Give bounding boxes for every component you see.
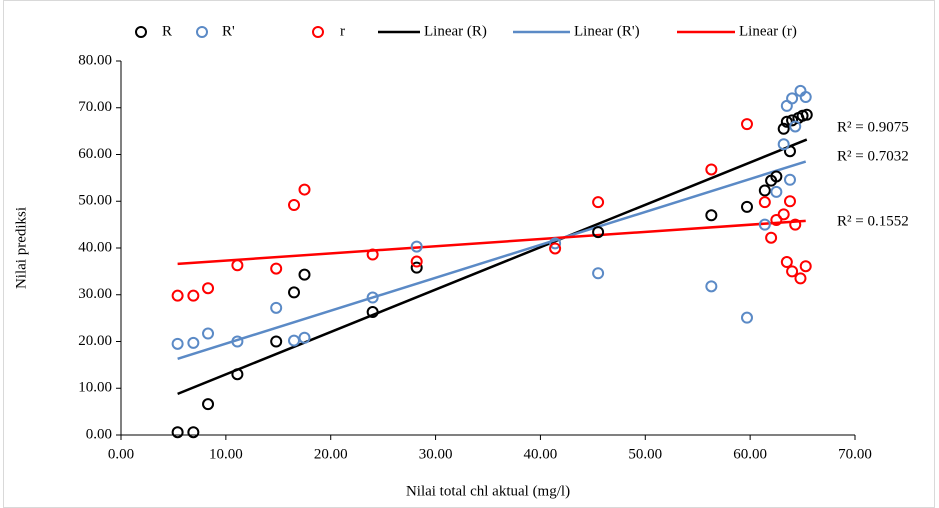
y-tick-label: 20.00: [78, 333, 112, 349]
point: [794, 272, 807, 285]
legend-marker: [312, 26, 324, 38]
point: [705, 163, 718, 176]
point: [298, 331, 311, 344]
x-tick-label: 20.00: [314, 446, 348, 462]
point: [777, 138, 790, 151]
point: [410, 261, 423, 274]
point: [592, 196, 605, 209]
point: [298, 183, 311, 196]
point: [270, 262, 283, 275]
legend-marker: [196, 26, 208, 38]
point: [270, 335, 283, 348]
y-tick-label: 0.00: [86, 426, 112, 442]
point: [758, 196, 771, 209]
legend-label: r: [340, 23, 345, 39]
point: [786, 92, 799, 105]
point: [366, 248, 379, 261]
x-tick-label: 50.00: [628, 446, 662, 462]
point: [740, 311, 753, 324]
point: [288, 198, 301, 211]
legend-label: Linear (r): [739, 23, 797, 39]
x-tick-label: 10.00: [209, 446, 243, 462]
point: [789, 120, 802, 133]
point: [758, 184, 771, 197]
point: [758, 218, 771, 231]
x-tick-label: 0.00: [108, 446, 134, 462]
point: [770, 170, 783, 183]
chart-border: [3, 0, 935, 508]
x-tick-label: 70.00: [838, 446, 872, 462]
point: [799, 260, 812, 273]
y-tick-label: 80.00: [78, 52, 112, 68]
point: [298, 268, 311, 281]
point: [202, 282, 215, 295]
point: [410, 240, 423, 253]
point: [765, 231, 778, 244]
point: [770, 185, 783, 198]
y-tick-label: 60.00: [78, 146, 112, 162]
y-tick-label: 10.00: [78, 380, 112, 396]
point: [780, 256, 793, 269]
legend-label: Linear (R): [424, 23, 487, 39]
point: [592, 226, 605, 239]
point: [270, 301, 283, 314]
x-tick-label: 40.00: [524, 446, 558, 462]
point: [549, 242, 562, 255]
point: [288, 286, 301, 299]
r-squared-label: R² = 0.1552: [837, 213, 909, 229]
y-tick-label: 70.00: [78, 99, 112, 115]
trendline: [177, 138, 808, 396]
point: [202, 398, 215, 411]
legend-label: R: [162, 23, 172, 39]
point: [777, 122, 790, 135]
point: [777, 208, 790, 221]
point: [783, 145, 796, 158]
r-squared-label: R² = 0.7032: [837, 148, 909, 164]
point: [783, 195, 796, 208]
x-axis-title: Nilai total chl aktual (mg/l): [406, 483, 570, 499]
point: [171, 426, 184, 439]
point: [171, 337, 184, 350]
point: [800, 108, 813, 121]
y-tick-label: 40.00: [78, 239, 112, 255]
y-axis-title: Nilai prediksi: [13, 207, 29, 289]
legend-label: Linear (R'): [574, 23, 640, 39]
point: [187, 336, 200, 349]
point: [740, 200, 753, 213]
point: [705, 209, 718, 222]
point: [592, 267, 605, 280]
point: [187, 289, 200, 302]
point: [288, 334, 301, 347]
point: [705, 280, 718, 293]
point: [202, 327, 215, 340]
x-tick-label: 30.00: [419, 446, 453, 462]
point: [366, 306, 379, 319]
point: [410, 255, 423, 268]
y-tick-label: 30.00: [78, 286, 112, 302]
point: [549, 237, 562, 250]
point: [366, 291, 379, 304]
legend-label: R': [222, 23, 235, 39]
y-tick-label: 50.00: [78, 193, 112, 209]
x-tick-label: 60.00: [733, 446, 767, 462]
point: [770, 213, 783, 226]
point: [786, 114, 799, 127]
point: [231, 335, 244, 348]
point: [789, 218, 802, 231]
point: [187, 426, 200, 439]
point: [786, 265, 799, 278]
point: [231, 259, 244, 272]
trendline: [177, 219, 806, 266]
trendline: [177, 160, 807, 360]
point: [799, 90, 812, 103]
point: [740, 118, 753, 131]
point: [231, 368, 244, 381]
legend-marker: [135, 26, 147, 38]
r-squared-label: R² = 0.9075: [837, 119, 909, 135]
point: [171, 289, 184, 302]
point: [783, 173, 796, 186]
